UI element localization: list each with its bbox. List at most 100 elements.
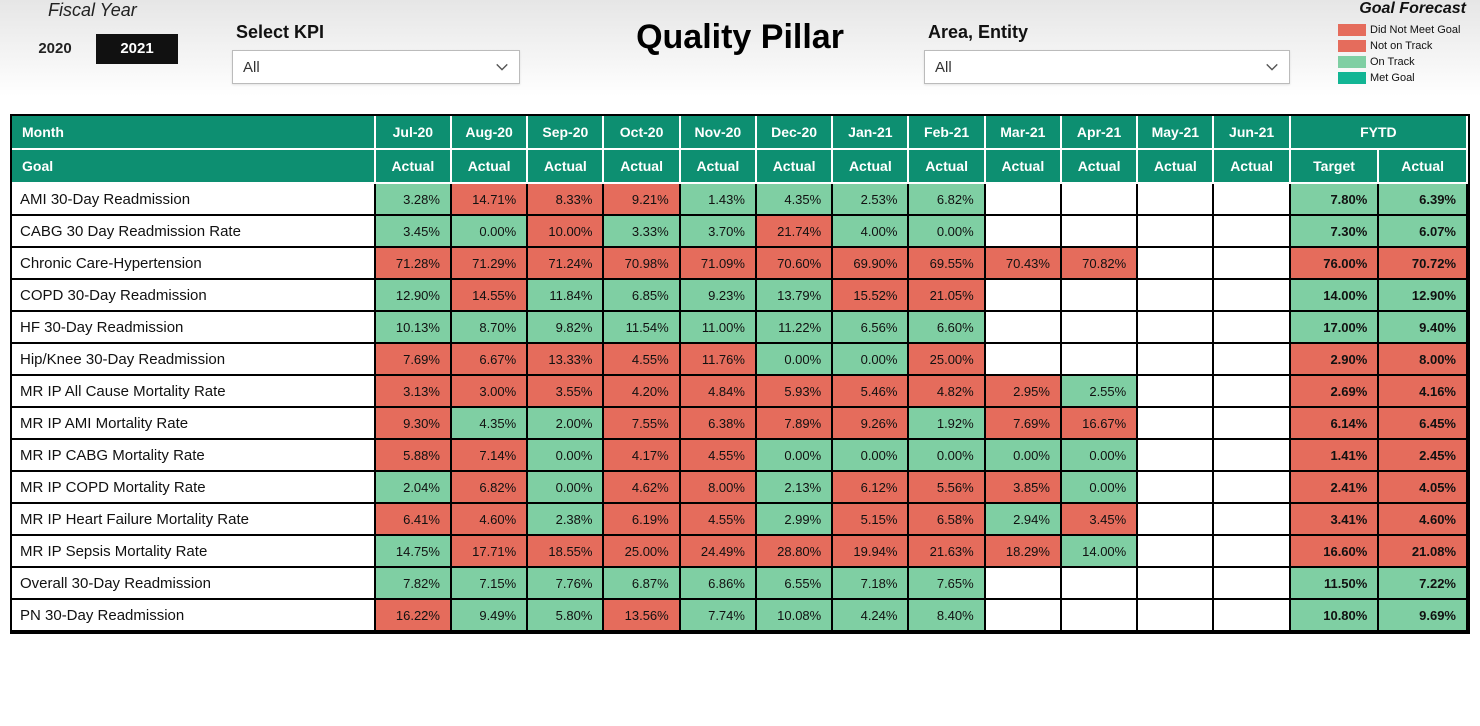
value-cell: 9.23%: [680, 279, 756, 311]
value-cell: 6.60%: [908, 311, 984, 343]
value-cell: 6.19%: [603, 503, 679, 535]
fytd-target-cell: 3.41%: [1290, 503, 1379, 535]
value-cell: 9.21%: [603, 183, 679, 215]
area-entity-dropdown[interactable]: All: [924, 50, 1290, 84]
value-cell: 0.00%: [832, 439, 908, 471]
value-cell: [1213, 215, 1289, 247]
value-cell: 6.38%: [680, 407, 756, 439]
kpi-name-cell: HF 30-Day Readmission: [12, 311, 375, 343]
value-cell: 6.58%: [908, 503, 984, 535]
kpi-name-cell: Chronic Care-Hypertension: [12, 247, 375, 279]
fytd-actual-cell: 12.90%: [1378, 279, 1467, 311]
fytd-target-cell: 17.00%: [1290, 311, 1379, 343]
filter-bar: Fiscal Year 2020 2021 Select KPI All Qua…: [0, 0, 1480, 96]
value-cell: 69.90%: [832, 247, 908, 279]
kpi-name-cell: MR IP COPD Mortality Rate: [12, 471, 375, 503]
value-cell: [1137, 471, 1213, 503]
header-actual: Actual: [1137, 149, 1213, 183]
legend-row: On Track: [1338, 54, 1466, 69]
value-cell: [1213, 183, 1289, 215]
value-cell: 7.15%: [451, 567, 527, 599]
fytd-target-cell: 11.50%: [1290, 567, 1379, 599]
area-entity-label: Area, Entity: [928, 22, 1028, 43]
legend-label: Met Goal: [1370, 72, 1415, 84]
value-cell: 2.99%: [756, 503, 832, 535]
value-cell: 0.00%: [451, 215, 527, 247]
value-cell: 7.14%: [451, 439, 527, 471]
value-cell: 7.18%: [832, 567, 908, 599]
value-cell: [1061, 311, 1137, 343]
value-cell: 4.17%: [603, 439, 679, 471]
kpi-name-cell: Overall 30-Day Readmission: [12, 567, 375, 599]
value-cell: 7.69%: [375, 343, 451, 375]
legend-swatch: [1338, 72, 1366, 84]
kpi-name-cell: MR IP Heart Failure Mortality Rate: [12, 503, 375, 535]
header-month: May-21: [1137, 116, 1213, 149]
table-row: COPD 30-Day Readmission12.90%14.55%11.84…: [12, 279, 1467, 311]
fytd-actual-cell: 8.00%: [1378, 343, 1467, 375]
value-cell: 0.00%: [527, 439, 603, 471]
value-cell: 4.60%: [451, 503, 527, 535]
value-cell: 8.00%: [680, 471, 756, 503]
value-cell: 1.92%: [908, 407, 984, 439]
chevron-down-icon: [495, 60, 509, 74]
fiscal-year-option-2021[interactable]: 2021: [96, 34, 178, 64]
fytd-actual-cell: 4.05%: [1378, 471, 1467, 503]
legend-swatch: [1338, 24, 1366, 36]
value-cell: 4.84%: [680, 375, 756, 407]
value-cell: 2.94%: [985, 503, 1061, 535]
fytd-actual-cell: 9.69%: [1378, 599, 1467, 631]
value-cell: 2.38%: [527, 503, 603, 535]
value-cell: 7.82%: [375, 567, 451, 599]
value-cell: 70.43%: [985, 247, 1061, 279]
value-cell: [1137, 599, 1213, 631]
value-cell: 3.85%: [985, 471, 1061, 503]
goal-forecast-legend: Goal Forecast Did Not Meet GoalNot on Tr…: [1338, 0, 1466, 86]
legend-label: Did Not Meet Goal: [1370, 24, 1460, 36]
kpi-name-cell: MR IP Sepsis Mortality Rate: [12, 535, 375, 567]
fytd-target-cell: 2.69%: [1290, 375, 1379, 407]
fiscal-year-option-2020[interactable]: 2020: [14, 34, 96, 64]
value-cell: 3.00%: [451, 375, 527, 407]
table-row: Chronic Care-Hypertension71.28%71.29%71.…: [12, 247, 1467, 279]
value-cell: 0.00%: [832, 343, 908, 375]
value-cell: 25.00%: [908, 343, 984, 375]
select-kpi-dropdown[interactable]: All: [232, 50, 520, 84]
value-cell: 3.13%: [375, 375, 451, 407]
value-cell: [1137, 343, 1213, 375]
fytd-target-cell: 10.80%: [1290, 599, 1379, 631]
fytd-actual-cell: 6.45%: [1378, 407, 1467, 439]
value-cell: 0.00%: [527, 471, 603, 503]
value-cell: 0.00%: [1061, 471, 1137, 503]
legend-swatch: [1338, 40, 1366, 52]
fytd-actual-cell: 4.16%: [1378, 375, 1467, 407]
value-cell: 13.79%: [756, 279, 832, 311]
value-cell: [1137, 215, 1213, 247]
legend-row: Met Goal: [1338, 70, 1466, 85]
value-cell: 71.29%: [451, 247, 527, 279]
value-cell: [1137, 279, 1213, 311]
value-cell: 6.85%: [603, 279, 679, 311]
value-cell: [985, 311, 1061, 343]
value-cell: 7.55%: [603, 407, 679, 439]
header-actual: Actual: [756, 149, 832, 183]
legend-title: Goal Forecast: [1338, 0, 1466, 18]
value-cell: 4.20%: [603, 375, 679, 407]
value-cell: 14.00%: [1061, 535, 1137, 567]
fytd-actual-cell: 4.60%: [1378, 503, 1467, 535]
fytd-actual-cell: 6.39%: [1378, 183, 1467, 215]
value-cell: 10.00%: [527, 215, 603, 247]
value-cell: 10.13%: [375, 311, 451, 343]
value-cell: 3.33%: [603, 215, 679, 247]
value-cell: [1061, 183, 1137, 215]
value-cell: 14.55%: [451, 279, 527, 311]
value-cell: 6.12%: [832, 471, 908, 503]
value-cell: 15.52%: [832, 279, 908, 311]
table-row: Hip/Knee 30-Day Readmission7.69%6.67%13.…: [12, 343, 1467, 375]
header-actual: Actual: [908, 149, 984, 183]
legend-swatch: [1338, 56, 1366, 68]
fytd-target-cell: 2.90%: [1290, 343, 1379, 375]
value-cell: 18.55%: [527, 535, 603, 567]
value-cell: 69.55%: [908, 247, 984, 279]
header-month: Nov-20: [680, 116, 756, 149]
